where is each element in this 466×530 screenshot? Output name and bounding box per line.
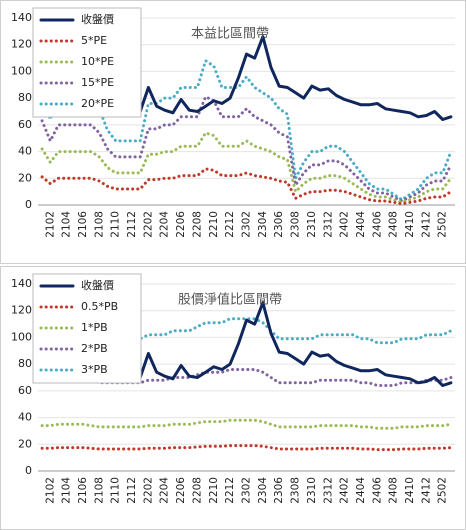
series-line <box>40 131 453 204</box>
chart-title: 本益比區間帶 <box>191 27 269 42</box>
series-line <box>40 167 453 206</box>
x-tick-label: 2106 <box>77 477 89 504</box>
y-tick-label: 20 <box>18 437 32 450</box>
legend-label: 3*PB <box>81 363 108 376</box>
x-tick-label: 2208 <box>191 477 203 504</box>
x-tick-label: 2106 <box>77 211 89 238</box>
x-tick-label: 2302 <box>241 211 253 238</box>
x-tick-label: 2308 <box>290 211 302 238</box>
y-tick-label: 0 <box>25 198 32 211</box>
series-line <box>40 59 453 202</box>
x-tick-label: 2308 <box>290 477 302 504</box>
y-tick-label: 100 <box>11 330 32 343</box>
x-tick-label: 2204 <box>159 211 171 238</box>
x-tick-label: 2306 <box>273 211 285 238</box>
x-tick-label: 2104 <box>61 477 73 504</box>
x-tick-label: 2212 <box>224 211 236 238</box>
x-tick-label: 2102 <box>44 211 56 238</box>
x-tick-label: 2406 <box>371 211 383 238</box>
x-tick-label: 2502 <box>437 477 449 504</box>
y-tick-label: 80 <box>18 357 32 370</box>
x-tick-label: 2208 <box>191 211 203 238</box>
legend-label: 收盤價 <box>81 12 114 26</box>
x-tick-label: 2410 <box>404 211 416 238</box>
x-tick-label: 2402 <box>339 477 351 504</box>
x-tick-label: 2304 <box>257 477 269 504</box>
x-tick-label: 2206 <box>175 477 187 504</box>
y-tick-label: 0 <box>25 464 32 477</box>
x-tick-label: 2210 <box>208 211 220 238</box>
x-tick-label: 2310 <box>306 211 318 238</box>
x-tick-label: 2302 <box>241 477 253 504</box>
legend-label: 收盤價 <box>81 278 114 292</box>
series-line <box>40 418 453 430</box>
x-tick-label: 2212 <box>224 477 236 504</box>
x-tick-label: 2104 <box>61 211 73 238</box>
y-tick-label: 140 <box>11 277 32 290</box>
y-tick-label: 40 <box>18 411 32 424</box>
x-tick-label: 2112 <box>126 211 138 238</box>
y-tick-label: 120 <box>11 304 32 317</box>
chart-title: 股價淨值比區間帶 <box>178 292 282 308</box>
x-tick-label: 2210 <box>208 477 220 504</box>
x-tick-label: 2202 <box>142 211 154 238</box>
y-tick-label: 100 <box>11 64 32 77</box>
x-tick-label: 2312 <box>322 211 334 238</box>
x-tick-label: 2110 <box>110 211 122 238</box>
legend-label: 1*PB <box>81 321 108 334</box>
y-tick-label: 120 <box>11 38 32 51</box>
x-tick-label: 2410 <box>404 477 416 504</box>
series-line <box>40 444 453 452</box>
legend-label: 20*PE <box>81 97 114 110</box>
x-tick-label: 2102 <box>44 477 56 504</box>
x-tick-label: 2306 <box>273 477 285 504</box>
x-tick-label: 2304 <box>257 211 269 238</box>
x-tick-label: 2110 <box>110 477 122 504</box>
legend-label: 2*PB <box>81 342 108 355</box>
x-tick-label: 2108 <box>93 211 105 238</box>
x-tick-label: 2202 <box>142 477 154 504</box>
legend-label: 0.5*PB <box>81 300 118 313</box>
y-tick-label: 60 <box>18 384 32 397</box>
x-tick-label: 2408 <box>388 211 400 238</box>
series-line <box>40 95 453 203</box>
x-tick-label: 2206 <box>175 211 187 238</box>
x-tick-label: 2412 <box>420 211 432 238</box>
x-tick-label: 2412 <box>420 477 432 504</box>
y-tick-label: 140 <box>11 11 32 24</box>
x-tick-label: 2406 <box>371 477 383 504</box>
y-tick-label: 20 <box>18 171 32 184</box>
x-tick-label: 2312 <box>322 477 334 504</box>
x-tick-label: 2408 <box>388 477 400 504</box>
x-tick-label: 2402 <box>339 211 351 238</box>
x-tick-label: 2404 <box>355 477 367 504</box>
x-tick-label: 2404 <box>355 211 367 238</box>
y-tick-label: 80 <box>18 91 32 104</box>
legend-label: 15*PE <box>81 76 114 89</box>
legend-label: 5*PE <box>81 34 107 47</box>
x-tick-label: 2502 <box>437 211 449 238</box>
series-line <box>40 368 453 387</box>
legend-label: 10*PE <box>81 55 114 68</box>
y-tick-label: 40 <box>18 145 32 158</box>
x-tick-label: 2310 <box>306 477 318 504</box>
y-tick-label: 60 <box>18 118 32 131</box>
x-tick-label: 2204 <box>159 477 171 504</box>
x-tick-label: 2108 <box>93 477 105 504</box>
x-tick-label: 2112 <box>126 477 138 504</box>
